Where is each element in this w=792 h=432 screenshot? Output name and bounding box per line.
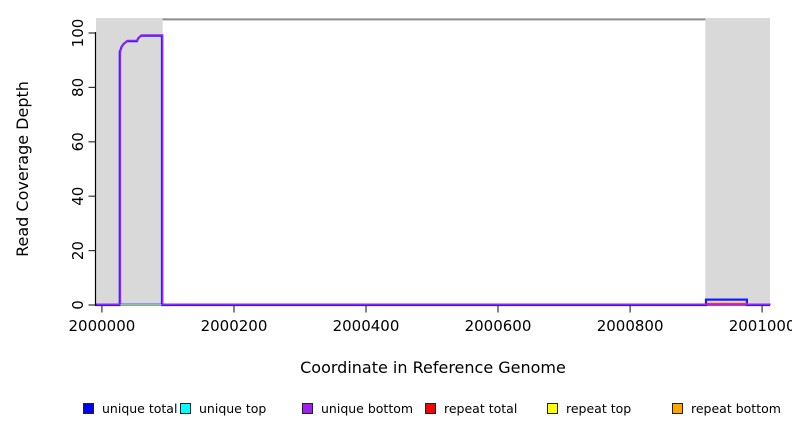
y-axis-title: Read Coverage Depth bbox=[13, 81, 32, 257]
x-axis-tick-label: 2000200 bbox=[201, 317, 268, 335]
y-axis-tick-label: 40 bbox=[69, 187, 87, 206]
y-axis-tick-label: 20 bbox=[69, 241, 87, 260]
series-unique-total-line bbox=[96, 34, 770, 307]
x-axis-title: Coordinate in Reference Genome bbox=[300, 358, 566, 377]
x-axis-tick-label: 2000600 bbox=[465, 317, 532, 335]
y-axis-tick-label: 60 bbox=[69, 132, 87, 151]
shaded-region-left bbox=[96, 18, 163, 305]
x-axis-tick-label: 2001000 bbox=[729, 317, 792, 335]
series-unique-bottom-line bbox=[96, 34, 771, 306]
x-axis-tick-label: 2000800 bbox=[597, 317, 664, 335]
x-axis-tick-label: 2000000 bbox=[68, 317, 135, 335]
y-axis-tick-label: 80 bbox=[69, 78, 87, 97]
y-axis-tick-label: 0 bbox=[69, 300, 87, 310]
shaded-region-right bbox=[705, 18, 770, 305]
y-axis-tick-label: 100 bbox=[69, 19, 87, 48]
x-axis-tick-label: 2000400 bbox=[333, 317, 400, 335]
